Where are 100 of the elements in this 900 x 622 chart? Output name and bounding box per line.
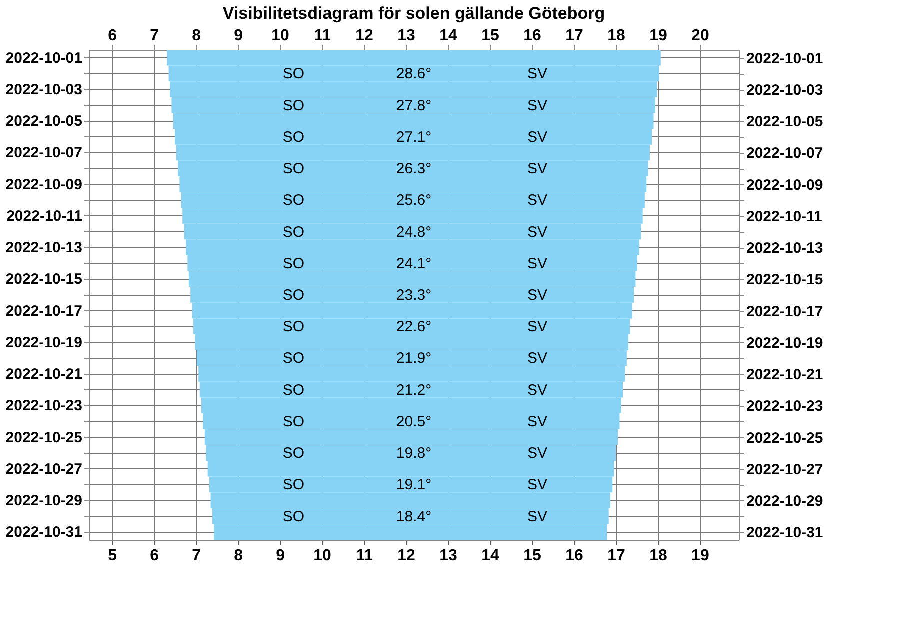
x-tick-label: 18	[650, 548, 668, 564]
category-label: 2022-10-29	[6, 492, 82, 510]
category-label: 2022-10-27	[6, 460, 82, 478]
x-tick-label: 6	[150, 548, 160, 564]
annotation: SO	[282, 160, 305, 178]
category-label: 2022-10-13	[6, 240, 82, 257]
x2-tick-label: 12	[356, 28, 374, 44]
x2-tick-label: 19	[650, 28, 668, 44]
annotation: SO	[282, 476, 305, 494]
annotation: 26.3°	[396, 160, 432, 178]
annotation: SV	[527, 128, 548, 146]
category-label: 2022-10-19	[6, 334, 82, 352]
y-tick-label: 2022-10-11	[746, 208, 822, 226]
x-tick-label: 17	[608, 548, 626, 564]
annotation: SV	[527, 476, 548, 494]
x2-tick-label: 11	[314, 28, 332, 44]
y-tick-label: 2022-10-15	[746, 272, 824, 289]
annotation: SV	[527, 224, 548, 241]
chart-title: Visibilitetsdiagram för solen gällande Göteborg	[222, 4, 606, 23]
y-tick-label: 2022-10-27	[746, 461, 824, 478]
annotation: 22.6°	[396, 318, 432, 336]
category-label: 2022-10-01	[6, 50, 82, 67]
x2-tick-label: 15	[482, 28, 500, 44]
x-tick-label: 12	[398, 548, 416, 564]
x2-tick-label: 14	[440, 28, 458, 44]
x-tick-label: 10	[314, 548, 332, 564]
y-tick-label: 2022-10-17	[746, 303, 824, 320]
annotation: SV	[527, 160, 548, 178]
annotation: SO	[282, 445, 305, 462]
annotation: 27.8°	[396, 97, 432, 114]
annotation: 18.4°	[396, 508, 432, 526]
annotation: SV	[527, 192, 548, 210]
annotation: SO	[282, 255, 305, 272]
category-label: 2022-10-17	[6, 302, 82, 320]
x-tick-label: 16	[566, 548, 584, 564]
annotation: 27.1°	[396, 128, 432, 146]
x-tick-label: 14	[482, 548, 500, 564]
y-tick-label: 2022-10-13	[746, 240, 824, 258]
annotation: SO	[282, 413, 305, 430]
x2-tick-label: 13	[398, 28, 416, 44]
annotation: 24.8°	[396, 224, 432, 241]
x-tick-label: 13	[440, 548, 458, 564]
y-tick-label: 2022-10-01	[746, 50, 824, 68]
annotation: 21.2°	[396, 382, 432, 399]
annotation: SV	[527, 66, 548, 83]
annotation: SO	[282, 224, 305, 241]
annotation: SO	[282, 66, 305, 83]
y-tick-label: 2022-10-07	[746, 145, 824, 162]
x-tick-label: 7	[192, 548, 202, 564]
annotation: SV	[527, 97, 548, 114]
annotation: SV	[527, 350, 548, 368]
annotation: SO	[282, 318, 305, 336]
annotation: 21.9°	[396, 350, 432, 368]
category-label: 2022-10-31	[6, 524, 82, 542]
y-tick-label: 2022-10-09	[746, 176, 824, 194]
category-label: 2022-10-03	[6, 82, 82, 99]
annotation: SV	[527, 508, 548, 526]
annotation: 19.8°	[396, 445, 432, 462]
x-tick-label: 19	[692, 548, 710, 564]
category-label: 2022-10-15	[6, 271, 82, 288]
annotation: SV	[527, 318, 548, 336]
y-tick-label: 2022-10-19	[746, 334, 824, 352]
annotation: SV	[527, 445, 548, 462]
y-tick-label: 2022-10-21	[746, 366, 824, 384]
category-label: 2022-10-09	[6, 176, 82, 194]
x2-tick-label: 17	[566, 28, 584, 44]
x2-tick-label: 9	[234, 28, 244, 44]
annotation: 23.3°	[396, 287, 432, 304]
annotation: 24.1°	[396, 255, 432, 272]
x-tick-label: 5	[108, 548, 118, 564]
x-tick-label: 8	[234, 548, 244, 564]
annotation: 20.5°	[396, 413, 432, 430]
x-tick-label: 11	[356, 548, 374, 564]
x-tick-label: 15	[524, 548, 542, 564]
x2-tick-label: 7	[150, 28, 160, 44]
annotation: SO	[282, 382, 305, 399]
annotation: SO	[282, 128, 305, 146]
x2-tick-label: 6	[108, 28, 118, 44]
x2-tick-label: 20	[692, 28, 710, 44]
y-tick-label: 2022-10-25	[746, 430, 824, 447]
annotation: SO	[282, 508, 305, 526]
category-label: 2022-10-07	[6, 144, 82, 162]
category-label: 2022-10-23	[6, 398, 82, 415]
annotation: 25.6°	[396, 192, 432, 210]
annotation: SO	[282, 350, 305, 368]
x2-tick-label: 10	[272, 28, 290, 44]
y-tick-label: 2022-10-03	[746, 82, 824, 100]
x2-tick-label: 18	[608, 28, 626, 44]
y-tick-label: 2022-10-23	[746, 398, 824, 416]
category-label: 2022-10-21	[6, 366, 82, 384]
category-label: 2022-10-05	[6, 113, 82, 130]
annotation: 28.6°	[396, 66, 432, 83]
y-tick-label: 2022-10-29	[746, 492, 824, 510]
x2-tick-label: 8	[192, 28, 202, 44]
annotation: SO	[282, 97, 305, 114]
annotation: SO	[282, 287, 305, 304]
annotation: SV	[527, 287, 548, 304]
x2-tick-label: 16	[524, 28, 542, 44]
y-tick-label: 2022-10-31	[746, 524, 824, 542]
annotation: 19.1°	[396, 476, 432, 494]
